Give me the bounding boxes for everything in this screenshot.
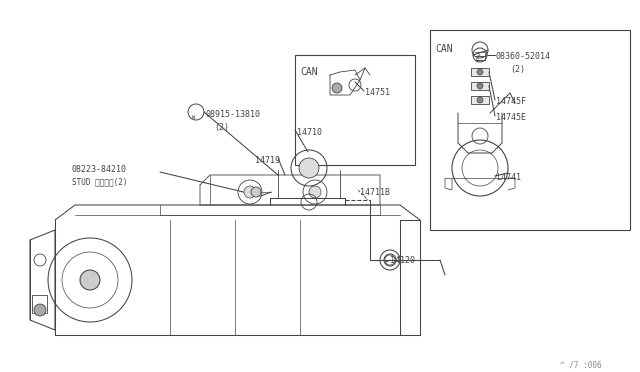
Text: 08360-52014: 08360-52014	[496, 52, 551, 61]
Text: S: S	[477, 51, 481, 57]
Text: 08223-84210: 08223-84210	[72, 165, 127, 174]
Circle shape	[299, 158, 319, 178]
Circle shape	[332, 83, 342, 93]
Text: (2): (2)	[214, 123, 229, 132]
Bar	[32, 295, 47, 313]
Text: 14719: 14719	[255, 156, 280, 165]
Bar	[471, 68, 489, 76]
Circle shape	[477, 97, 483, 103]
Text: 14745E: 14745E	[496, 113, 526, 122]
Circle shape	[477, 69, 483, 75]
Text: S: S	[476, 58, 479, 63]
Circle shape	[309, 186, 321, 198]
Text: (2): (2)	[510, 65, 525, 74]
Text: CAN: CAN	[300, 67, 317, 77]
Text: L4741: L4741	[496, 173, 521, 182]
Text: 14120: 14120	[390, 256, 415, 265]
Bar	[471, 96, 489, 104]
Text: W: W	[192, 115, 195, 120]
Circle shape	[251, 187, 261, 197]
Text: 14710: 14710	[297, 128, 322, 137]
Text: CAN: CAN	[435, 44, 452, 54]
Circle shape	[477, 83, 483, 89]
Text: STUD スタッド(2): STUD スタッド(2)	[72, 177, 127, 186]
Text: 08915-13810: 08915-13810	[206, 110, 261, 119]
Bar	[471, 82, 489, 90]
Text: 14711B: 14711B	[360, 188, 390, 197]
Circle shape	[80, 270, 100, 290]
Bar	[430, 30, 630, 230]
Bar	[295, 55, 415, 165]
Circle shape	[244, 186, 256, 198]
Text: 14751: 14751	[365, 88, 390, 97]
Text: ^ /7 :006: ^ /7 :006	[560, 360, 602, 369]
Text: 14745F: 14745F	[496, 97, 526, 106]
Circle shape	[34, 304, 46, 316]
